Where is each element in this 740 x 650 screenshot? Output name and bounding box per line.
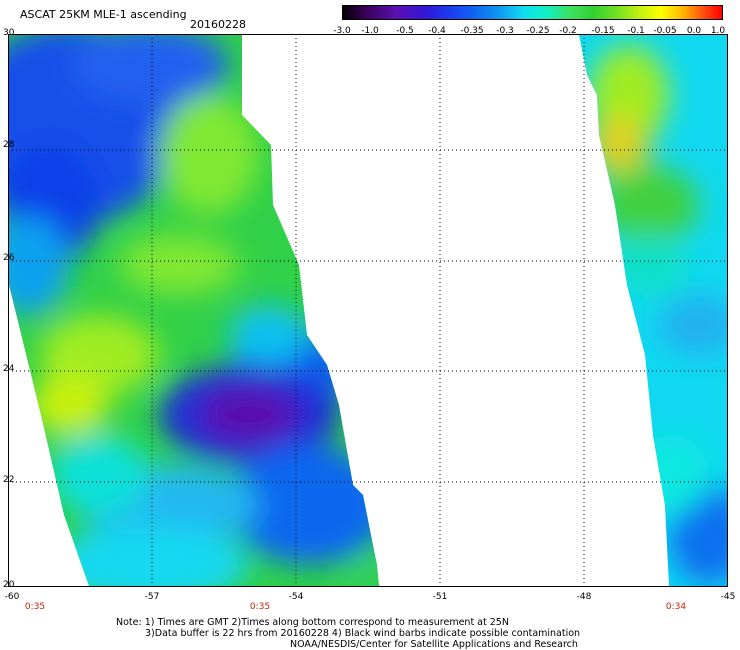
product-title: ASCAT 25KM MLE-1 ascending	[20, 8, 187, 21]
lon-label: -45	[720, 592, 736, 602]
colorbar-tick: -0.1	[627, 26, 645, 36]
colorbar-tick: -0.5	[396, 26, 414, 36]
colorbar-tick: -0.35	[460, 26, 484, 36]
colorbar-tick: -3.0	[333, 26, 351, 36]
lon-label: -57	[144, 592, 160, 602]
lon-label: -51	[432, 592, 448, 602]
scatterometer-map	[8, 34, 728, 587]
colorbar-tick: -0.3	[496, 26, 514, 36]
lon-label: -54	[288, 592, 304, 602]
colorbar-tick: -0.4	[428, 26, 446, 36]
lat-label: 30	[3, 28, 15, 38]
colorbar-tick: 0.0	[686, 26, 702, 36]
graticule	[8, 34, 728, 587]
product-date: 20160228	[190, 18, 246, 31]
note-line-2: 3)Data buffer is 22 hrs from 20160228 4)…	[145, 628, 581, 639]
lat-label: 26	[3, 253, 15, 263]
lat-label: 22	[3, 475, 15, 485]
pass-time-label: 0:34	[665, 602, 687, 612]
colorbar-tick: -0.25	[526, 26, 550, 36]
lat-label: 24	[3, 364, 15, 374]
lon-label: -48	[576, 592, 592, 602]
note-line-3: NOAA/NESDIS/Center for Satellite Applica…	[290, 639, 578, 650]
colorbar-tick: -0.05	[653, 26, 677, 36]
pass-time-label: 0:35	[24, 602, 46, 612]
lat-label: 20	[3, 580, 15, 590]
swath-map-svg	[9, 35, 727, 586]
note-line-1: Note: 1) Times are GMT 2)Times along bot…	[116, 617, 509, 628]
colorbar-tick: -0.2	[559, 26, 577, 36]
colorbar-tick: -1.0	[361, 26, 379, 36]
lat-label: 28	[3, 140, 15, 150]
color-scale-bar	[342, 5, 723, 20]
pass-time-label: 0:35	[249, 602, 271, 612]
colorbar-tick: -0.15	[591, 26, 615, 36]
colorbar-tick: 1.0	[710, 26, 726, 36]
lon-label: -60	[4, 592, 20, 602]
